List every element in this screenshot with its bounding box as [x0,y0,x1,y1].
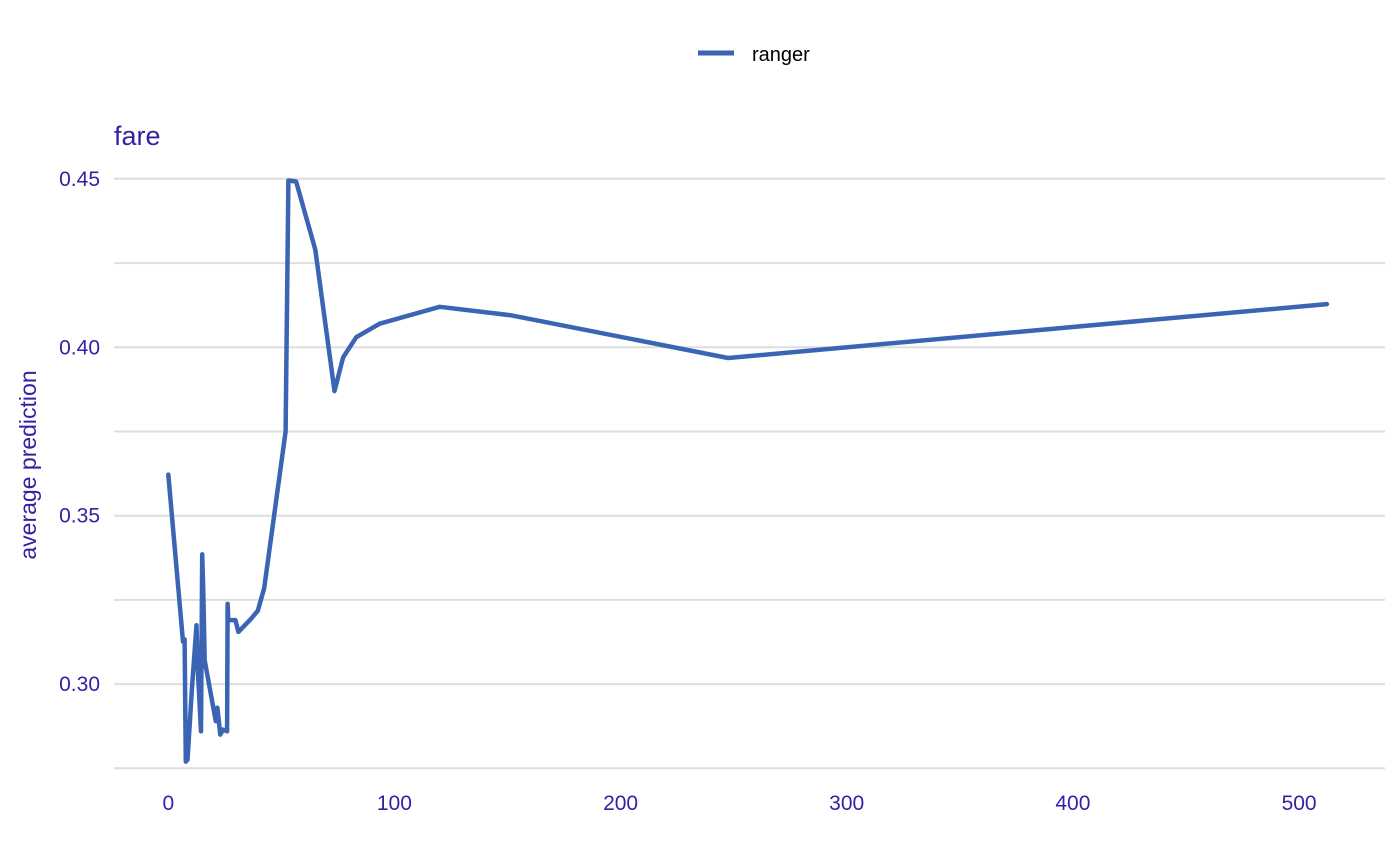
x-tick-label: 400 [1055,792,1090,815]
y-tick-label: 0.45 [59,168,100,191]
chart-title: fare [114,121,161,151]
y-axis-title: average prediction [15,370,41,559]
x-axis-tick-labels: 0 100 200 300 400 500 [162,792,1316,815]
legend: ranger [698,44,810,66]
x-tick-label: 500 [1282,792,1317,815]
y-axis-tick-labels: 0.30 0.35 0.40 0.45 [59,168,100,696]
y-tick-label: 0.40 [59,336,100,359]
y-tick-label: 0.30 [59,673,100,696]
x-tick-label: 100 [377,792,412,815]
legend-label-ranger: ranger [752,44,810,66]
grid-lines [114,177,1385,770]
x-tick-label: 300 [829,792,864,815]
series-lines [166,178,1330,764]
x-tick-label: 0 [162,792,174,815]
y-tick-label: 0.35 [59,505,100,528]
series-line-ranger [166,178,1330,764]
x-tick-label: 200 [603,792,638,815]
